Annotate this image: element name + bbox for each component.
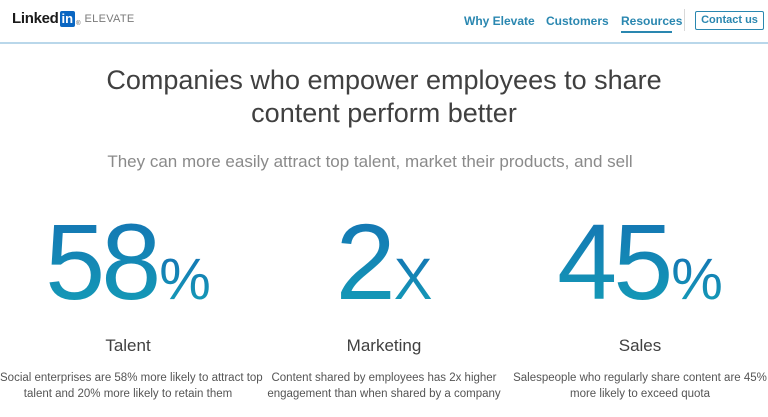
active-nav-indicator: [621, 31, 672, 33]
stat-card-talent: 58% Talent Social enterprises are 58% mo…: [0, 208, 263, 401]
logo-in-badge: in: [59, 10, 76, 27]
top-nav-bar: Linked in ® ELEVATE Why Elevate Customer…: [0, 0, 768, 44]
stat-description-line: Salespeople who regularly share content …: [513, 372, 767, 384]
nav-link-customers[interactable]: Customers: [546, 14, 609, 28]
stat-label: Marketing: [346, 336, 422, 355]
stat-unit: %: [159, 247, 211, 312]
stat-value: 58: [45, 201, 161, 322]
stat-value: 2: [335, 201, 396, 322]
stat-description: Social enterprises are 58% more likely t…: [0, 370, 263, 402]
stat-figure: 45%: [512, 208, 768, 316]
page-headline: Companies who empower employees to share…: [0, 64, 768, 130]
stat-label: Talent: [105, 336, 151, 355]
stat-description-line: more likely to exceed quota: [570, 388, 710, 400]
stat-value: 45: [557, 201, 673, 322]
contact-us-button[interactable]: Contact us: [695, 11, 764, 30]
headline-line-1: Companies who empower employees to share: [106, 65, 662, 95]
stat-figure: 58%: [0, 208, 256, 316]
stat-card-marketing: 2X Marketing Content shared by employees…: [256, 208, 512, 401]
stat-description-line: Social enterprises are 58% more likely t…: [0, 372, 263, 384]
nav-divider: [684, 9, 685, 31]
stat-unit: %: [671, 247, 723, 312]
nav-link-resources[interactable]: Resources: [621, 14, 683, 28]
stat-figure: 2X: [256, 208, 512, 316]
stat-description: Salespeople who regularly share content …: [512, 370, 768, 402]
linkedin-elevate-logo[interactable]: Linked in ® ELEVATE: [12, 10, 135, 27]
stat-description: Content shared by employees has 2x highe…: [256, 370, 512, 402]
nav-link-why-elevate[interactable]: Why Elevate: [464, 14, 535, 28]
logo-product-name: ELEVATE: [84, 12, 135, 25]
stat-label: Sales: [618, 336, 662, 355]
stat-description-line: engagement than when shared by a company: [267, 388, 501, 400]
stat-unit: X: [393, 247, 433, 312]
registered-mark: ®: [76, 21, 81, 27]
stat-description-line: Content shared by employees has 2x highe…: [271, 372, 497, 384]
page-subheadline: They can more easily attract top talent,…: [107, 152, 633, 171]
stat-card-sales: 45% Sales Salespeople who regularly shar…: [512, 208, 768, 401]
logo-wordmark: Linked: [12, 10, 59, 27]
headline-line-2: content perform better: [251, 98, 517, 128]
stat-description-line: talent and 20% more likely to retain the…: [23, 388, 233, 400]
